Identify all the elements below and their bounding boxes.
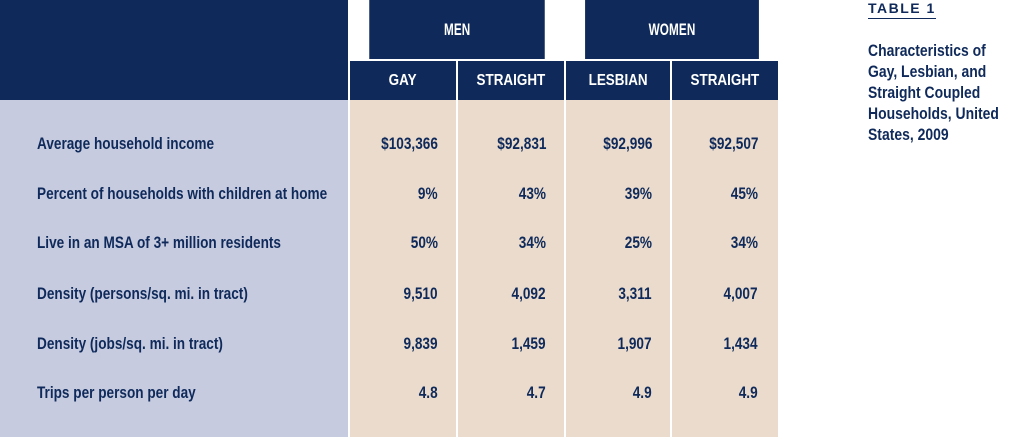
col-header-straight-women: STRAIGHT — [672, 61, 778, 100]
table-cell: $103,366 — [381, 134, 438, 153]
table-header-blank — [0, 0, 348, 100]
table-number-label: TABLE 1 — [868, 0, 936, 19]
table-cell: 45% — [730, 184, 758, 203]
table-cell: 4.9 — [633, 383, 652, 402]
table-cell: 43% — [518, 184, 546, 203]
table-cell: $92,507 — [708, 134, 758, 153]
row-label-panel — [0, 100, 348, 437]
table-cell: 25% — [624, 233, 652, 252]
col-bg-straight-women — [672, 100, 778, 437]
group-header-men: MEN — [369, 0, 545, 59]
col-bg-lesbian — [566, 100, 670, 437]
table-caption: Characteristics of Gay, Lesbian, and Str… — [868, 41, 999, 144]
col-header-gay-label: GAY — [389, 71, 417, 89]
col-header-straight-women-label: STRAIGHT — [690, 71, 760, 89]
row-label-trips: Trips per person per day — [37, 383, 196, 402]
table-cell: 3,311 — [618, 284, 652, 303]
table-cell: 34% — [730, 233, 758, 252]
col-header-gay: GAY — [350, 61, 456, 100]
group-header-women: WOMEN — [585, 0, 759, 59]
col-header-lesbian-label: LESBIAN — [588, 71, 648, 89]
row-label-density-persons: Density (persons/sq. mi. in tract) — [37, 284, 248, 303]
col-header-straight-men: STRAIGHT — [458, 61, 564, 100]
table-cell: $92,996 — [602, 134, 652, 153]
table-cell: 34% — [518, 233, 546, 252]
table-cell: 9% — [418, 184, 438, 203]
row-label-density-jobs: Density (jobs/sq. mi. in tract) — [37, 334, 223, 353]
table-cell: 39% — [624, 184, 652, 203]
table-cell: $92,831 — [496, 134, 546, 153]
table-cell: 9,839 — [403, 334, 438, 353]
group-header-men-label: MEN — [443, 19, 471, 39]
group-header-women-label: WOMEN — [648, 19, 696, 39]
table-cell: 50% — [410, 233, 438, 252]
row-label-children: Percent of households with children at h… — [37, 184, 328, 203]
col-bg-straight-men — [458, 100, 564, 437]
table-cell: 4,007 — [723, 284, 758, 303]
table-cell: 1,459 — [511, 334, 546, 353]
col-header-lesbian: LESBIAN — [566, 61, 670, 100]
col-header-straight-men-label: STRAIGHT — [476, 71, 546, 89]
table-cell: 4.8 — [419, 383, 438, 402]
row-label-msa: Live in an MSA of 3+ million residents — [37, 233, 281, 252]
table-cell: 4.9 — [739, 383, 758, 402]
row-label-income: Average household income — [37, 134, 215, 153]
table-cell: 1,434 — [723, 334, 758, 353]
table-cell: 9,510 — [403, 284, 438, 303]
table-cell: 4,092 — [511, 284, 546, 303]
table-cell: 1,907 — [617, 334, 652, 353]
table-cell: 4.7 — [527, 383, 546, 402]
col-bg-gay — [350, 100, 456, 437]
